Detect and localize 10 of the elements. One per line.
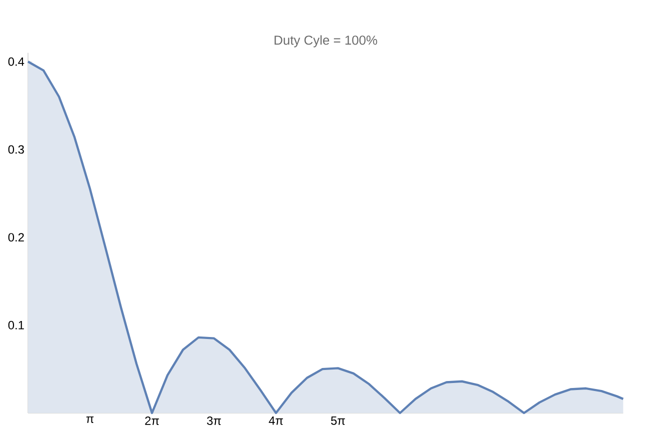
x-tick-label: 2π — [145, 416, 159, 425]
x-tick-label: 3π — [207, 416, 221, 425]
y-tick-label: 0.2 — [8, 233, 24, 242]
y-tick-label: 0.1 — [8, 320, 24, 330]
x-tick-label: π — [86, 416, 94, 423]
x-tick-label: 5π — [331, 416, 345, 425]
y-tick-label: 0.4 — [8, 57, 24, 66]
x-tick-label: 4π — [268, 416, 283, 425]
chart-title: Duty Cyle = 100% — [274, 35, 378, 48]
y-tick-label: 0.3 — [8, 145, 24, 154]
